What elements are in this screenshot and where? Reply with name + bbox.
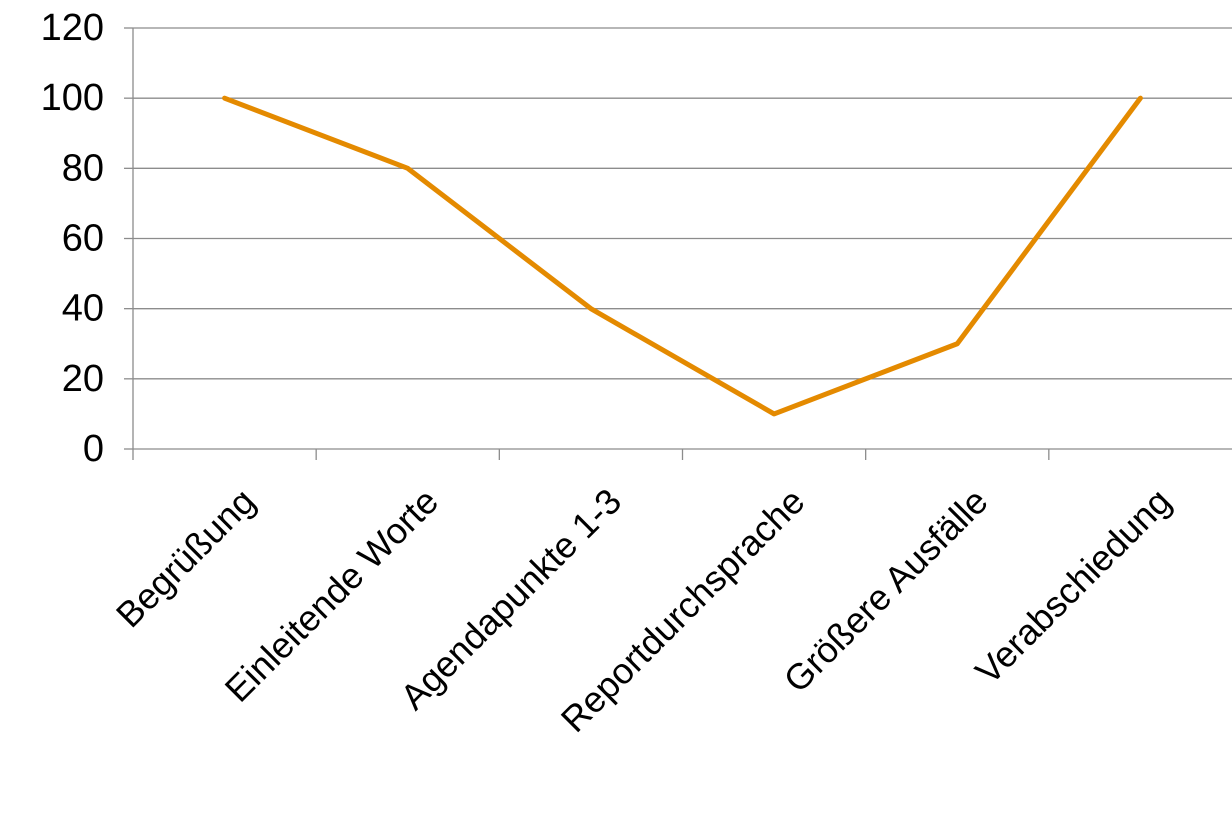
y-tick-label: 0 [83, 428, 104, 470]
x-tick-label: Größere Ausfälle [776, 480, 996, 700]
y-tick-label: 80 [62, 147, 104, 189]
series-layer [222, 95, 1143, 417]
y-tick-label: 60 [62, 218, 104, 260]
y-tick-label: 40 [62, 288, 104, 330]
x-tick-label: Verabschiedung [967, 480, 1179, 692]
gridlines [133, 27, 1232, 380]
y-axis-ticks: 0 20 40 60 80 100 120 [41, 7, 133, 470]
x-tick-label: Begrüßung [108, 480, 263, 635]
series-line-0 [222, 95, 1143, 417]
y-tick-label: 120 [41, 7, 104, 49]
y-tick-label: 100 [41, 77, 104, 119]
y-tick-label: 20 [62, 358, 104, 400]
